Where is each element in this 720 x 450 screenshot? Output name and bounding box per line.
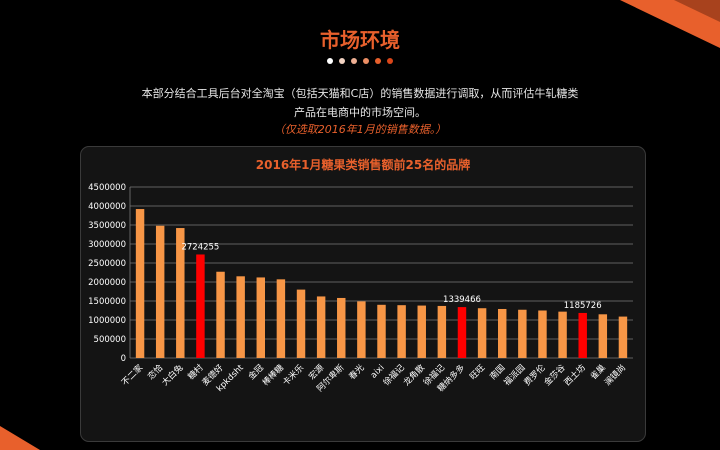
y-tick-label: 3500000 bbox=[88, 221, 126, 231]
x-tick-label: 金莎谷 bbox=[542, 362, 568, 388]
data-label: 1339466 bbox=[443, 295, 481, 305]
bar bbox=[155, 225, 165, 358]
data-label: 1185726 bbox=[564, 301, 602, 311]
bar bbox=[417, 305, 426, 358]
chart-panel: 2016年1月糖果类销售额前25名的品牌 0 500000 1000000 150000… bbox=[80, 146, 646, 442]
y-tick-label: 2000000 bbox=[88, 278, 126, 288]
x-tick-label: 西土坊 bbox=[562, 362, 588, 388]
bar-chart: 2016年1月糖果类销售额前25名的品牌 0 500000 1000000 150000… bbox=[88, 157, 633, 394]
highlight-bar bbox=[578, 312, 587, 358]
bar bbox=[598, 314, 608, 358]
x-tick-label: 卡米乐 bbox=[280, 362, 306, 388]
highlight-bar bbox=[457, 307, 467, 358]
data-note: （仅选取2016年1月的销售数据。） bbox=[273, 123, 447, 136]
bar bbox=[437, 305, 447, 358]
description-line-1: 本部分结合工具后台对全淘宝（包括天猫和C店）的销售数据进行调取，从而评估牛轧糖类 bbox=[141, 87, 579, 100]
corner-decoration-bottom-left bbox=[0, 426, 40, 450]
y-tick-label: 1500000 bbox=[88, 297, 126, 307]
corner-decoration-top-right-dark bbox=[674, 0, 720, 22]
x-tick-label: 不二家 bbox=[119, 362, 145, 388]
y-tick-label: 3000000 bbox=[88, 240, 126, 250]
x-tick-label: 澜镜尚 bbox=[602, 362, 628, 388]
bar bbox=[497, 308, 507, 358]
chart-title: 2016年1月糖果类销售额前25名的品牌 bbox=[256, 157, 470, 172]
bar bbox=[618, 316, 628, 358]
description: 本部分结合工具后台对全淘宝（包括天猫和C店）的销售数据进行调取，从而评估牛轧糖类… bbox=[120, 84, 600, 122]
bar bbox=[397, 305, 406, 358]
bar bbox=[357, 301, 366, 358]
title-dot bbox=[351, 58, 357, 64]
bar bbox=[216, 271, 225, 358]
x-tick-label: 大白兔 bbox=[160, 362, 186, 388]
y-tick-label: 0 bbox=[121, 354, 126, 364]
bar bbox=[256, 277, 266, 358]
bar bbox=[558, 311, 567, 358]
highlight-bar bbox=[196, 254, 205, 358]
bar bbox=[316, 296, 326, 358]
title-dot bbox=[327, 58, 333, 64]
y-tick-label: 1000000 bbox=[88, 316, 126, 326]
y-tick-label: 4000000 bbox=[88, 202, 126, 212]
x-tick-label: 龙角散 bbox=[401, 362, 427, 388]
x-tick-label: 棒棒糖 bbox=[260, 362, 286, 388]
title-dot bbox=[387, 58, 393, 64]
title-dot bbox=[339, 58, 345, 64]
title-dot bbox=[375, 58, 381, 64]
bar bbox=[538, 310, 547, 358]
x-tick-label: 徐福记 bbox=[381, 362, 407, 388]
bar bbox=[296, 289, 306, 358]
page-title: 市场环境 bbox=[320, 28, 400, 52]
title-dot bbox=[363, 58, 369, 64]
description-line-2: 产品在电商中的市场空间。 bbox=[294, 106, 426, 119]
bar bbox=[236, 276, 245, 358]
bar bbox=[276, 279, 286, 358]
x-tick-label: 福派园 bbox=[502, 362, 528, 388]
data-label: 2724255 bbox=[181, 242, 219, 252]
bar bbox=[337, 297, 346, 358]
bar bbox=[135, 209, 145, 358]
y-tick-label: 4500000 bbox=[88, 183, 126, 193]
x-tick-label: 旺旺 bbox=[468, 363, 487, 382]
bar bbox=[377, 304, 386, 358]
y-tick-label: 2500000 bbox=[88, 259, 126, 269]
x-tick-label: 费罗伦 bbox=[522, 362, 548, 388]
bar bbox=[518, 309, 527, 358]
bar bbox=[176, 228, 185, 358]
x-tick-label: 春光 bbox=[347, 362, 367, 382]
y-tick-label: 500000 bbox=[94, 335, 126, 345]
bar bbox=[477, 308, 487, 358]
title-dots bbox=[0, 58, 720, 64]
